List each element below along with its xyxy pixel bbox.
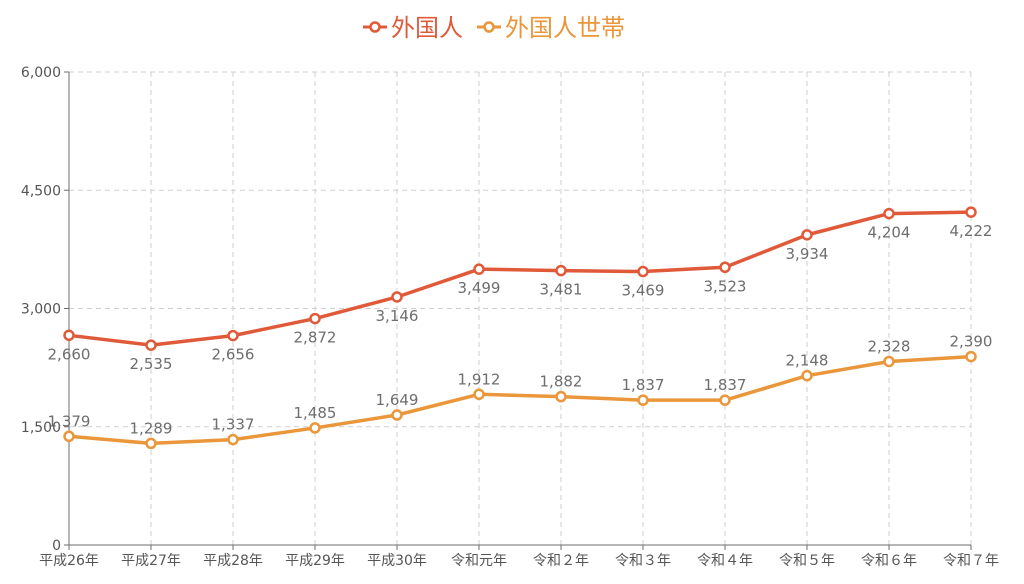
chart-axes — [64, 71, 972, 550]
data-point — [391, 291, 403, 303]
y-tick-label: 6,000 — [21, 65, 61, 81]
data-label: 1,485 — [294, 404, 337, 422]
data-point — [883, 355, 895, 368]
x-tick-label: 平成30年 — [367, 553, 427, 569]
legend-marker-icon — [483, 21, 495, 33]
data-label: 2,390 — [950, 333, 993, 351]
data-label: 3,499 — [458, 279, 501, 297]
data-point — [719, 394, 731, 406]
data-point — [145, 437, 157, 450]
data-point — [637, 394, 649, 406]
data-point — [227, 329, 239, 342]
data-label: 3,469 — [622, 282, 665, 300]
data-label: 3,146 — [376, 307, 419, 325]
x-tick-label: 平成27年 — [121, 553, 181, 569]
data-label: 3,934 — [786, 245, 829, 263]
data-point — [473, 263, 485, 275]
data-point — [801, 229, 813, 241]
data-label: 1,837 — [622, 376, 665, 394]
y-tick-label: 4,500 — [21, 183, 61, 199]
legend-label: 外国人 — [391, 14, 463, 42]
series-line — [68, 210, 972, 347]
data-label: 2,656 — [212, 346, 255, 364]
data-label: 1,289 — [130, 419, 173, 437]
data-label: 4,204 — [868, 224, 911, 242]
x-tick-label: 令和２年 — [533, 553, 589, 569]
data-label: 2,872 — [294, 329, 337, 347]
data-point — [309, 312, 321, 325]
legend-label: 外国人世帯 — [505, 14, 625, 42]
data-point — [63, 430, 75, 443]
data-point — [965, 350, 977, 363]
x-tick-label: 令和５年 — [779, 553, 835, 569]
data-label: 1,912 — [458, 370, 501, 388]
data-label: 2,660 — [48, 345, 91, 363]
series-2: 1,379 1,289 1,337 1,485 1,649 1,912 1,882 1,837… — [48, 333, 993, 450]
x-tick-label: 令和元年 — [451, 553, 507, 569]
data-label: 2,328 — [868, 337, 911, 355]
data-label: 1,649 — [376, 391, 419, 409]
x-tick-label: 令和３年 — [615, 553, 671, 569]
chart-grid — [69, 71, 972, 545]
series-1: 2,660 2,535 2,656 2,872 3,146 3,499 3,481 3,469… — [48, 206, 993, 373]
x-tick-label: 令和４年 — [697, 553, 753, 569]
data-point — [719, 261, 731, 274]
data-label: 2,148 — [786, 352, 829, 370]
x-tick-label: 令和６年 — [861, 553, 917, 569]
x-tick-label: 平成29年 — [285, 553, 345, 569]
data-point — [473, 388, 485, 401]
y-tick-label: 3,000 — [21, 302, 61, 318]
x-tick-label: 平成26年 — [39, 553, 99, 569]
y-tick-label: 0 — [52, 538, 61, 554]
data-label: 4,222 — [950, 222, 993, 240]
data-label: 1,837 — [704, 376, 747, 394]
y-tick-label: 1,500 — [21, 420, 61, 436]
legend-item-2: 外国人世帯 — [477, 14, 625, 42]
data-point — [309, 422, 321, 434]
data-label: 1,882 — [540, 373, 583, 391]
x-tick-label: 令和７年 — [943, 553, 999, 569]
data-point — [883, 207, 895, 220]
data-point — [637, 265, 649, 278]
data-point — [555, 264, 567, 277]
data-label: 1,379 — [48, 412, 91, 430]
data-point — [801, 369, 813, 382]
y-axis-ticks: 0 1,500 3,000 4,500 6,000 — [21, 65, 61, 554]
chart-series: 2,660 2,535 2,656 2,872 3,146 3,499 3,481 3,469… — [48, 206, 993, 450]
data-point — [145, 339, 157, 351]
legend-marker-icon — [369, 21, 381, 33]
chart-legend: 外国人 外国人世帯 — [363, 14, 625, 42]
data-label: 3,523 — [704, 277, 747, 295]
x-axis-ticks: 平成26年 平成27年 平成28年 平成29年 平成30年 令和元年 令和２年 令和３年 令和４… — [39, 553, 999, 569]
data-label: 2,535 — [130, 355, 173, 373]
legend-item-1: 外国人 — [363, 14, 463, 42]
data-point — [227, 433, 239, 446]
data-point — [965, 206, 977, 218]
data-point — [555, 390, 567, 403]
series-line — [68, 354, 972, 446]
data-point — [63, 329, 75, 342]
x-tick-label: 平成28年 — [203, 553, 263, 569]
data-label: 1,337 — [212, 416, 255, 434]
data-point — [391, 409, 403, 421]
data-label: 3,481 — [540, 281, 583, 299]
